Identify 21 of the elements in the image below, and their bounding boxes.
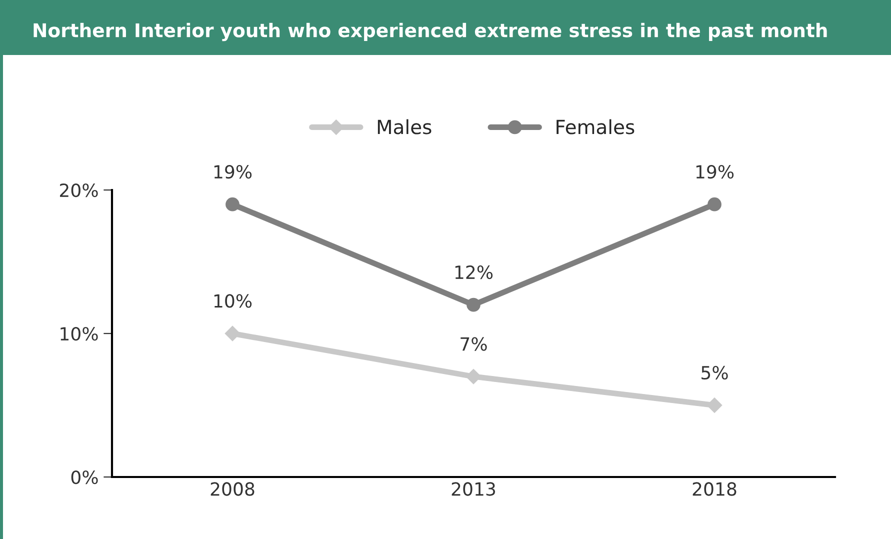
point bbox=[706, 398, 722, 413]
point bbox=[466, 368, 482, 384]
point bbox=[224, 326, 240, 342]
point bbox=[466, 298, 480, 312]
chart-title: Northern Interior youth who experienced extreme stress in the past month bbox=[34, 22, 827, 42]
data-label: 19% bbox=[696, 164, 734, 179]
legend-label: Females bbox=[556, 119, 634, 134]
data-label: 12% bbox=[455, 265, 493, 280]
data-label: 19% bbox=[214, 164, 252, 179]
x-tick-label: 2008 bbox=[210, 482, 254, 496]
x-tick-label: 2018 bbox=[692, 482, 736, 496]
data-label: 5% bbox=[702, 366, 728, 380]
data-label: 10% bbox=[214, 294, 252, 308]
legend-label: Males bbox=[378, 119, 432, 134]
point bbox=[708, 197, 722, 212]
y-tick-label: 20% bbox=[60, 183, 98, 198]
x-tick-label: 2013 bbox=[452, 482, 496, 496]
y-tick-label: 0% bbox=[71, 470, 98, 484]
point bbox=[226, 197, 240, 212]
y-tick-label: 10% bbox=[60, 326, 98, 341]
data-label: 7% bbox=[460, 337, 487, 351]
